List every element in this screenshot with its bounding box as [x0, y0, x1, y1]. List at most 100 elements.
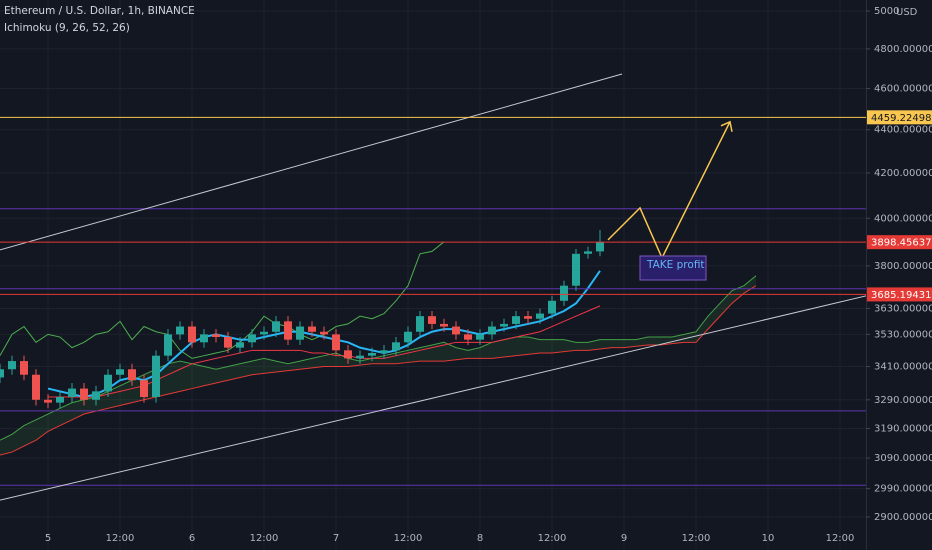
candle-body — [176, 326, 184, 335]
axis-area: 2900.000000 2990.000000 3090.000000 3190.00… — [45, 6, 932, 544]
price-label: 4459.224989 — [871, 113, 932, 124]
candle-body — [332, 334, 340, 351]
price-label: 3685.194319 — [871, 290, 932, 301]
candle-body — [188, 326, 196, 343]
candle-body — [0, 369, 4, 378]
y-tick-label: 4800.000000 — [874, 44, 932, 55]
y-tick-label: 3630.000000 — [874, 303, 932, 314]
candle-body — [92, 391, 100, 400]
candle-body — [68, 388, 76, 397]
price-label: 3898.456378 — [871, 238, 932, 249]
x-tick-label: 12:00 — [250, 533, 279, 544]
x-tick-label: 12:00 — [538, 533, 567, 544]
candle-body — [32, 374, 40, 400]
annotation: TAKE profit — [646, 259, 705, 271]
candle-body — [236, 342, 244, 348]
candle-body — [512, 316, 520, 324]
candle-body — [260, 331, 268, 335]
candle-body — [212, 334, 220, 338]
x-tick-label: 12:00 — [106, 533, 135, 544]
candle-body — [224, 337, 232, 348]
y-tick-label: 3290.000000 — [874, 395, 932, 406]
candle-body — [128, 369, 136, 381]
x-tick-label: 5 — [45, 533, 51, 544]
trendline — [0, 73, 623, 251]
candle-body — [584, 251, 592, 254]
x-tick-label: 10 — [762, 533, 775, 544]
y-tick-label: 2990.000000 — [874, 484, 932, 495]
candle-body — [596, 241, 604, 252]
candle-body — [560, 285, 568, 301]
candle-body — [524, 316, 532, 319]
y-unit: USD — [896, 7, 918, 18]
candle-body — [476, 334, 484, 340]
price-label-box — [867, 110, 932, 125]
candle-body — [404, 331, 412, 343]
y-tick-label: 3410.000000 — [874, 362, 932, 373]
x-tick-label: 8 — [477, 533, 483, 544]
annotation-box — [639, 255, 707, 281]
candle-body — [200, 334, 208, 343]
candle-body — [308, 326, 316, 332]
indicator-label: Ichimoku (9, 26, 52, 26) — [4, 22, 130, 34]
candle-body — [116, 369, 124, 375]
candle-body — [20, 361, 28, 375]
x-tick-label: 6 — [189, 533, 195, 544]
candle-body — [296, 326, 304, 340]
candle-body — [440, 323, 448, 327]
indicator-line — [0, 241, 445, 359]
indicator-line — [0, 285, 757, 456]
candle-body — [452, 326, 460, 335]
candle-body — [44, 399, 52, 403]
candle-body — [380, 350, 388, 353]
y-tick-label: 5000 — [874, 6, 899, 17]
indicator-line — [0, 275, 757, 441]
trendline — [0, 295, 866, 501]
x-tick-label: 7 — [333, 533, 339, 544]
candle-body — [392, 342, 400, 351]
x-tick-label: 12:00 — [682, 533, 711, 544]
y-tick-label: 2900.000000 — [874, 512, 932, 523]
candle-body — [248, 334, 256, 343]
y-tick-label: 3800.000000 — [874, 261, 932, 272]
candle-body — [8, 361, 16, 370]
y-tick-label: 4600.000000 — [874, 83, 932, 94]
y-tick-label: 3090.000000 — [874, 453, 932, 464]
price-label-box — [867, 287, 932, 302]
y-tick-label: 3530.000000 — [874, 329, 932, 340]
candle-body — [368, 352, 376, 356]
x-tick-label: 12:00 — [826, 533, 855, 544]
candle-body — [104, 374, 112, 392]
candle-body — [536, 313, 544, 319]
y-tick-label: 4400.000000 — [874, 125, 932, 136]
candle-body — [572, 253, 580, 286]
candle-body — [284, 321, 292, 340]
plot-area: TAKE profit — [0, 0, 866, 550]
candle-body — [320, 331, 328, 335]
candle-body — [464, 334, 472, 340]
y-tick-label: 3190.000000 — [874, 423, 932, 434]
x-tick-label: 9 — [621, 533, 627, 544]
candle-body — [416, 316, 424, 332]
arrow-head — [720, 120, 733, 132]
candle-body — [56, 396, 64, 403]
chart-title: Ethereum / U.S. Dollar, 1h, BINANCE — [4, 5, 195, 17]
x-tick-label: 12:00 — [394, 533, 423, 544]
candle-body — [272, 321, 280, 332]
projection — [607, 121, 731, 260]
candle-body — [164, 334, 172, 356]
candle-body — [428, 316, 436, 324]
candle-body — [500, 323, 508, 327]
price-label-box — [867, 235, 932, 250]
candle-body — [344, 350, 352, 359]
candle-body — [140, 380, 148, 397]
candle-body — [152, 355, 160, 397]
candle-body — [488, 326, 496, 335]
candle-body — [548, 300, 556, 314]
candle-body — [80, 388, 88, 400]
y-tick-label: 4200.000000 — [874, 168, 932, 179]
candle-body — [356, 355, 364, 359]
y-tick-label: 4000.000000 — [874, 213, 932, 224]
